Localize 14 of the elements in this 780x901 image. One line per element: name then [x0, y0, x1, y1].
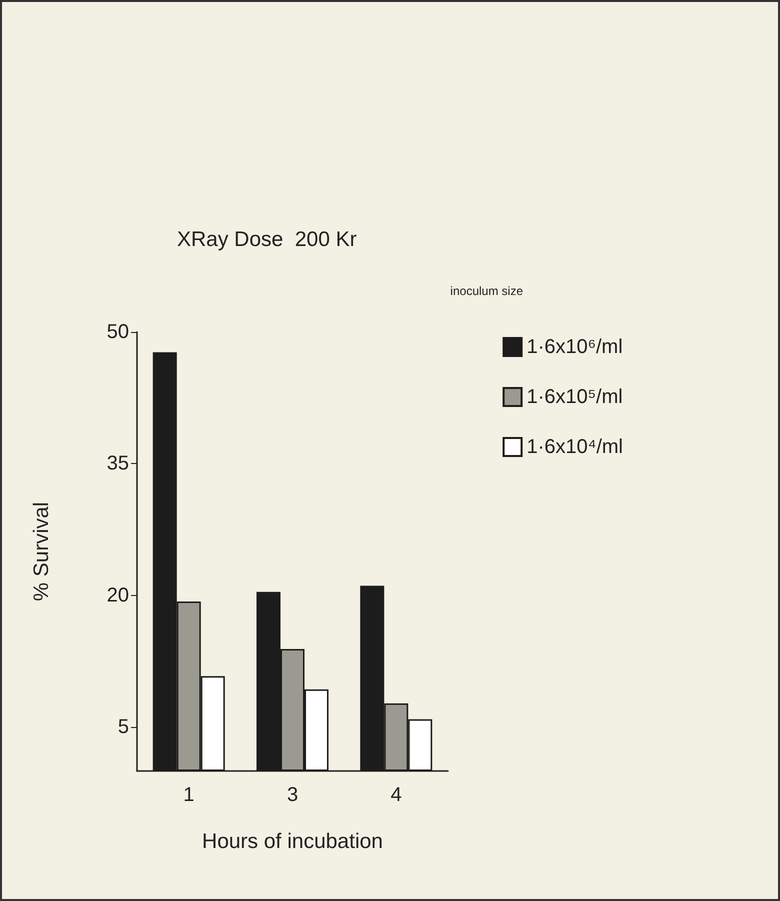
legend-label: 1·6x10⁵/ml: [526, 386, 623, 408]
legend-label: 1·6x10⁶/ml: [526, 336, 623, 358]
y-axis-title: % Survival: [30, 502, 53, 602]
y-tick-label: 50: [106, 321, 129, 343]
chart-title: XRay Dose 200 Kr: [177, 228, 357, 251]
x-tick-label: 1: [183, 784, 194, 806]
x-tick-label: 4: [390, 784, 402, 806]
x-axis-title: Hours of incubation: [202, 830, 383, 853]
y-tick-label: 5: [118, 716, 129, 738]
y-tick-label: 35: [106, 452, 129, 475]
legend-title: inoculum size: [450, 284, 524, 298]
x-tick-label: 3: [286, 784, 298, 806]
y-tick-label: 20: [106, 584, 129, 606]
legend-label: 1·6x10⁴/ml: [526, 436, 623, 458]
